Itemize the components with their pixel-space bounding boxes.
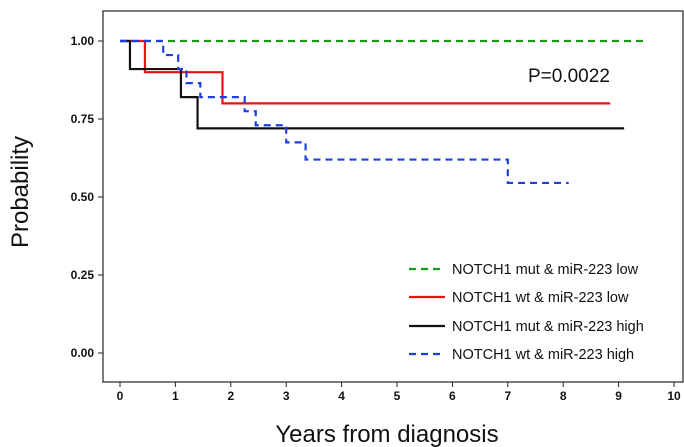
legend: NOTCH1 mut & miR-223 low NOTCH1 wt & miR-… <box>409 262 644 363</box>
legend-label-3: NOTCH1 mut & miR-223 high <box>452 319 644 335</box>
x-tick-label: 7 <box>504 389 511 403</box>
series-line-2 <box>120 39 611 105</box>
y-tick-label: 0.50 <box>71 190 95 204</box>
x-tick-label: 8 <box>560 389 567 403</box>
x-tick-label: 9 <box>615 389 622 403</box>
x-tick-label: 5 <box>394 389 401 403</box>
y-axis-label: Probability <box>7 136 34 248</box>
y-tick-label: 0.25 <box>71 268 95 282</box>
legend-label-2: NOTCH1 wt & miR-223 low <box>452 290 629 306</box>
x-tick-label: 1 <box>172 389 179 403</box>
y-tick-label: 0.00 <box>71 346 95 360</box>
x-tick-label: 4 <box>338 389 345 403</box>
x-tick-label: 0 <box>117 389 124 403</box>
series-line-4 <box>120 39 569 185</box>
x-tick-label: 3 <box>283 389 290 403</box>
x-tick-label: 2 <box>227 389 234 403</box>
x-tick-label: 6 <box>449 389 456 403</box>
series-line-3 <box>120 39 625 130</box>
y-tick-label: 0.75 <box>71 112 95 126</box>
legend-label-4: NOTCH1 wt & miR-223 high <box>452 347 634 363</box>
x-tick-label: 10 <box>667 389 681 403</box>
y-tick-label: 1.00 <box>71 34 95 48</box>
p-value-annotation: P=0.0022 <box>528 66 610 87</box>
legend-label-1: NOTCH1 mut & miR-223 low <box>452 262 639 278</box>
x-axis-label: Years from diagnosis <box>275 421 498 447</box>
